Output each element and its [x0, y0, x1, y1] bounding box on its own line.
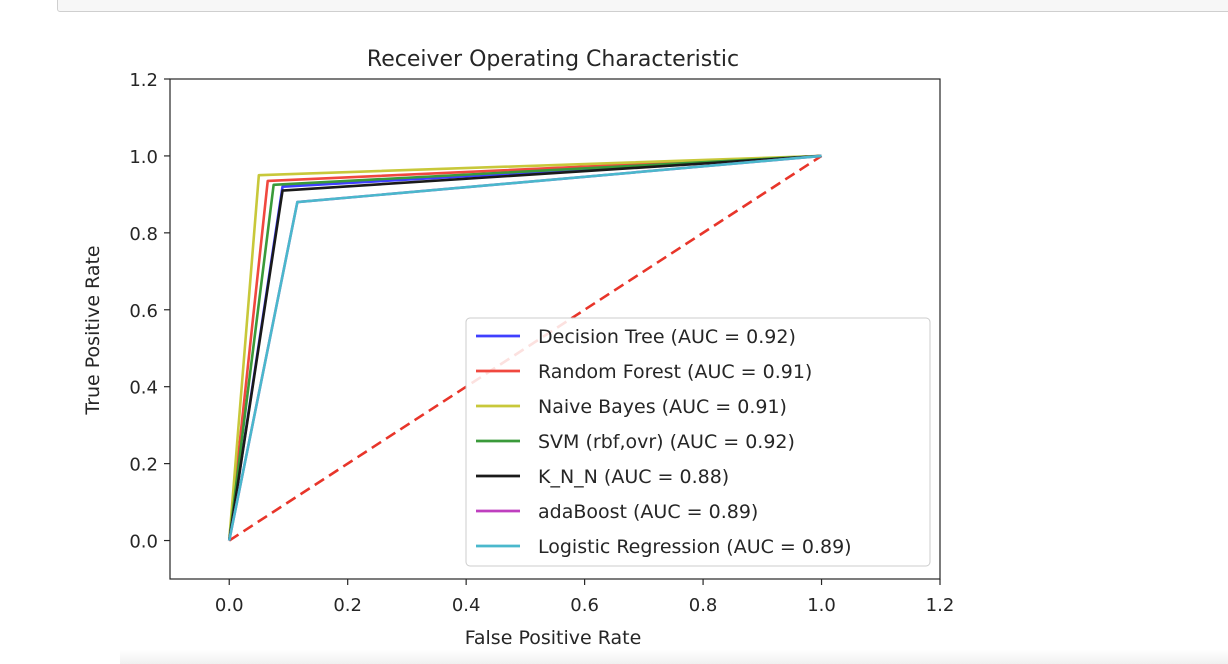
legend-label-3: SVM (rbf,ovr) (AUC = 0.92) [538, 431, 795, 453]
x-axis-label: False Positive Rate [465, 627, 642, 649]
x-tick-label-6: 1.2 [926, 595, 955, 616]
legend-label-5: adaBoost (AUC = 0.89) [538, 501, 758, 523]
y-tick-label-0: 0.0 [129, 532, 158, 553]
y-tick-label-4: 0.8 [129, 224, 158, 245]
legend-label-1: Random Forest (AUC = 0.91) [538, 361, 812, 383]
output-area-edge [120, 650, 1228, 664]
x-tick-label-3: 0.6 [570, 595, 599, 616]
roc-line-series-1 [227, 154, 822, 541]
notebook-cell-frame [57, 0, 1228, 12]
roc-line-series-6 [227, 154, 822, 541]
chart-title: Receiver Operating Characteristic [367, 47, 739, 72]
roc-line-series-3 [227, 154, 822, 541]
y-tick-label-6: 1.2 [129, 70, 158, 91]
y-tick-label-3: 0.6 [129, 301, 158, 322]
y-tick-label-2: 0.4 [129, 378, 158, 399]
x-tick-label-4: 0.8 [689, 595, 718, 616]
x-tick-label-0: 0.0 [215, 595, 244, 616]
y-tick-label-5: 1.0 [129, 147, 158, 168]
y-axis-label: True Positive Rate [82, 245, 104, 415]
legend-box [465, 317, 931, 567]
x-tick-label-2: 0.4 [452, 595, 481, 616]
roc-line-series-2 [227, 154, 822, 541]
reference-diagonal-line [228, 154, 823, 542]
x-tick-label-1: 0.2 [333, 595, 362, 616]
legend-label-4: K_N_N (AUC = 0.88) [538, 466, 729, 488]
legend-label-0: Decision Tree (AUC = 0.92) [538, 326, 796, 348]
legend-label-6: Logistic Regression (AUC = 0.89) [538, 536, 852, 558]
y-tick-label-1: 0.2 [129, 455, 158, 476]
legend-label-2: Naive Bayes (AUC = 0.91) [538, 396, 787, 418]
plot-frame [169, 78, 941, 580]
roc-line-series-4 [227, 154, 822, 541]
x-tick-label-5: 1.0 [807, 595, 836, 616]
